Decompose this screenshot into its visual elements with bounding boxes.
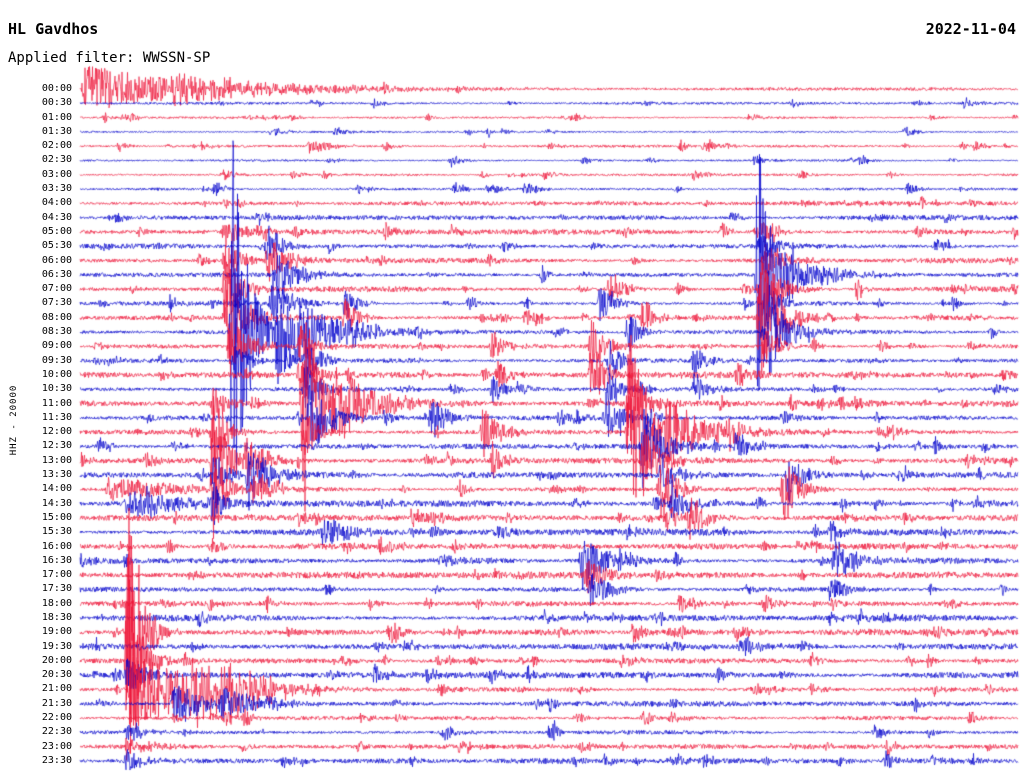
time-label: 22:30 [41, 726, 72, 738]
time-label: 15:00 [41, 511, 72, 523]
time-label: 20:30 [41, 669, 72, 681]
time-label: 16:30 [41, 554, 72, 566]
time-label: 12:30 [41, 440, 72, 452]
time-label: 15:30 [41, 526, 72, 538]
time-label: 04:30 [41, 211, 72, 223]
time-label: 11:30 [41, 411, 72, 423]
time-label: 04:00 [41, 197, 72, 209]
time-label: 20:00 [41, 654, 72, 666]
time-label: 21:00 [41, 683, 72, 695]
station-title: HL Gavdhos [8, 20, 99, 38]
time-label: 21:30 [41, 697, 72, 709]
time-label: 14:30 [41, 497, 72, 509]
time-label: 00:30 [41, 97, 72, 109]
plot-date: 2022-11-04 [925, 20, 1016, 38]
time-label: 07:00 [41, 283, 72, 295]
time-label: 08:30 [41, 326, 72, 338]
time-label: 14:00 [41, 483, 72, 495]
time-label: 19:00 [41, 626, 72, 638]
time-label: 23:30 [41, 754, 72, 766]
time-label: 07:30 [41, 297, 72, 309]
time-label: 02:00 [41, 140, 72, 152]
time-label: 10:00 [41, 368, 72, 380]
time-label: 17:30 [41, 583, 72, 595]
time-label: 09:00 [41, 340, 72, 352]
time-label: 01:30 [41, 125, 72, 137]
time-label: 23:00 [41, 740, 72, 752]
time-label: 10:30 [41, 383, 72, 395]
time-label: 18:00 [41, 597, 72, 609]
time-label: 05:00 [41, 225, 72, 237]
time-label: 05:30 [41, 240, 72, 252]
time-label: 18:30 [41, 611, 72, 623]
time-label: 13:00 [41, 454, 72, 466]
time-label: 02:30 [41, 154, 72, 166]
time-label: 01:00 [41, 111, 72, 123]
time-label: 06:30 [41, 268, 72, 280]
time-label: 08:00 [41, 311, 72, 323]
time-label: 22:00 [41, 712, 72, 724]
time-label: 12:00 [41, 426, 72, 438]
time-label: 09:30 [41, 354, 72, 366]
filter-label: Applied filter: WWSSN-SP [8, 50, 211, 66]
time-label: 06:00 [41, 254, 72, 266]
time-label: 11:00 [41, 397, 72, 409]
time-label: 00:00 [41, 83, 72, 94]
time-label: 03:30 [41, 183, 72, 195]
time-label: 19:30 [41, 640, 72, 652]
time-label: 13:30 [41, 469, 72, 481]
time-label: 17:00 [41, 569, 72, 581]
time-label: 03:00 [41, 168, 72, 180]
time-axis: 00:00 00:30 01:00 01:30 02:00 02:30 03:00 03:30… [0, 0, 76, 780]
time-label: 16:00 [41, 540, 72, 552]
